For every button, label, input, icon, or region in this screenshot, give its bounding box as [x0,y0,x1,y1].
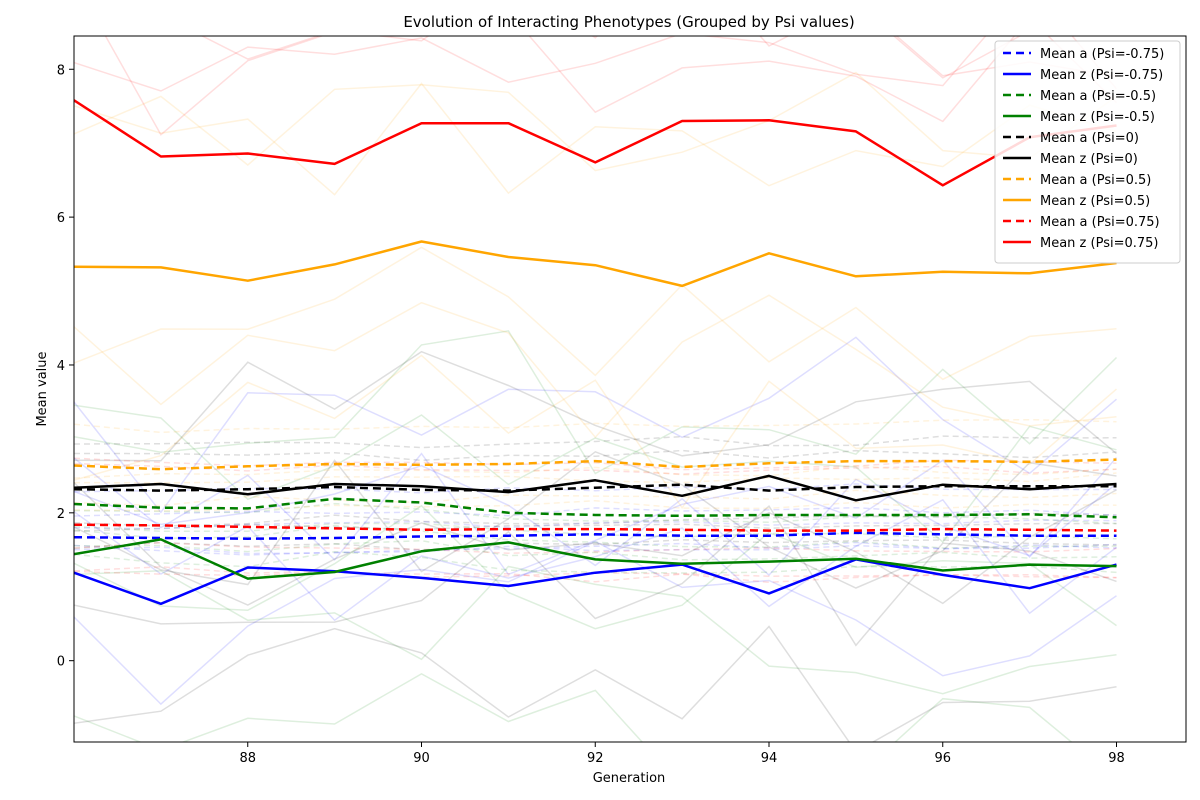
trajectory-line-9-0 [74,36,1118,92]
trajectory-line-3-3 [74,565,1117,695]
chart-title: Evolution of Interacting Phenotypes (Gro… [403,13,854,31]
trajectory-line-6-2 [74,489,1117,507]
y-axis: 0 2 4 6 8 [57,63,74,670]
legend-label: Mean z (Psi=0) [1040,152,1138,167]
legend-label: Mean z (Psi=-0.75) [1040,68,1163,83]
legend-label: Mean a (Psi=0.75) [1040,215,1160,230]
trajectory-line-0-0 [74,506,1117,517]
trajectory-line-5-4 [74,482,1117,606]
trajectory-line-8-4 [74,462,1117,475]
trajectory-line-7-3 [74,82,1117,196]
series-line-7 [74,240,1117,288]
x-tick-label: 94 [761,751,778,766]
trajectory-line-5-2 [74,625,1117,742]
legend-label: Mean z (Psi=0.75) [1040,236,1159,251]
x-tick-label: 98 [1108,751,1125,766]
legend-label: Mean a (Psi=0.5) [1040,173,1151,188]
trajectory-line-6-4 [74,464,1117,479]
legend-label: Mean z (Psi=-0.5) [1040,110,1155,125]
x-tick-label: 92 [587,751,604,766]
series-line-5 [74,474,1117,502]
trajectory-line-4-0 [74,435,1117,449]
legend-label: Mean a (Psi=-0.75) [1040,47,1164,62]
mean-series-lines [74,99,1117,606]
series-line-1 [74,558,1117,606]
y-tick-label: 2 [57,507,65,522]
series-line-8 [74,523,1117,532]
x-axis-label: Generation [593,771,666,786]
trajectory-line-2-2 [74,539,1117,561]
trajectory-line-9-4 [74,0,1117,10]
series-line-6 [74,458,1117,471]
series-line-9 [74,99,1117,187]
trajectory-line-5-1 [74,504,1117,647]
y-axis-label: Mean value [35,351,50,426]
legend-label: Mean z (Psi=0.5) [1040,194,1150,209]
trajectory-line-8-3 [74,541,1117,554]
trajectory-line-3-1 [74,404,1117,544]
trajectory-line-2-3 [74,524,1117,549]
trajectory-line-4-4 [74,539,1117,551]
individual-trajectories [74,0,1118,742]
trajectory-line-4-1 [74,522,1117,532]
x-tick-label: 96 [934,751,951,766]
trajectory-line-0-4 [74,544,1117,556]
legend-label: Mean a (Psi=-0.5) [1040,89,1156,104]
trajectory-line-2-4 [74,502,1117,525]
plot-area [73,35,1187,743]
trajectory-line-1-2 [74,452,1118,576]
trajectory-line-0-2 [74,541,1117,555]
legend-label: Mean a (Psi=0) [1040,131,1139,146]
trajectory-line-5-0 [74,350,1117,462]
trajectory-line-7-4 [74,294,1117,439]
trajectory-line-1-1 [74,336,1117,514]
x-tick-label: 90 [413,751,430,766]
trajectory-line-4-2 [74,512,1117,527]
trajectory-line-6-0 [74,418,1117,434]
trajectory-line-3-4 [74,504,1117,630]
trajectory-line-1-3 [74,540,1117,706]
series-line-2 [74,497,1117,519]
trajectory-line-9-3 [200,36,1117,78]
trajectory-line-5-3 [74,450,1117,589]
y-tick-label: 6 [57,211,65,226]
trajectory-line-6-3 [74,499,1117,512]
trajectory-line-9-2 [892,36,1022,79]
trajectory-line-3-2 [74,672,1073,742]
trajectory-line-1-4 [74,464,1117,577]
series-line-3 [74,538,1117,580]
trajectory-line-7-1 [74,354,1117,510]
x-axis: 88 90 92 94 96 98 [239,742,1125,766]
trajectory-line-9-1 [104,36,1118,136]
trajectory-line-4-3 [74,449,1117,462]
trajectory-line-7-0 [74,246,1117,381]
y-tick-label: 8 [57,63,65,78]
legend-box [994,40,1181,264]
series-line-4 [74,483,1117,492]
trajectory-line-3-0 [74,330,1118,475]
y-tick-label: 4 [57,359,65,374]
series-line-0 [74,531,1117,540]
y-tick-label: 0 [57,655,65,670]
legend: Mean a (Psi=-0.75) Mean z (Psi=-0.75) Mean… [994,40,1181,264]
x-tick-label: 88 [239,751,256,766]
trajectory-line-0-1 [74,519,1117,530]
trajectory-line-7-2 [74,71,1117,172]
